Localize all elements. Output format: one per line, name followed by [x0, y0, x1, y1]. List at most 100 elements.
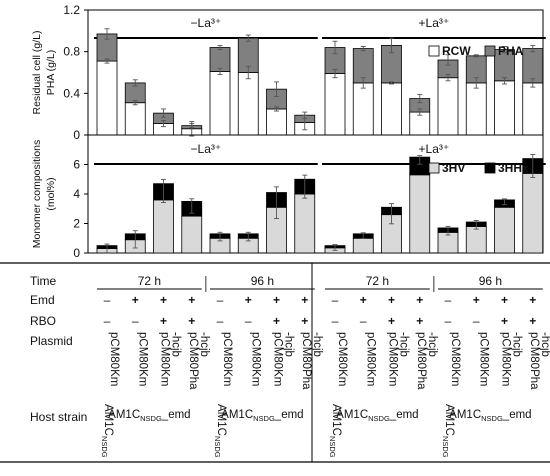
plasmid-label: pCM80Pha [300, 332, 312, 390]
plasmid-label: pCM80Km [500, 332, 512, 386]
cell-rbo-5: – [245, 314, 252, 328]
cell-rbo-6: + [273, 314, 280, 328]
host-strain-suffix: _emd [389, 409, 419, 421]
time-label: 72 h [138, 274, 161, 288]
plasmid-label: pCM80Pha [528, 332, 540, 390]
plasmid-label: pCM80Km [108, 332, 120, 386]
cell-rbo-0: – [104, 314, 111, 328]
host-strain-emd: AM1CNSDG_emd [336, 409, 418, 423]
y-tick-label: 0.4 [63, 86, 80, 100]
row-label-rbo: RBO [30, 314, 56, 328]
host-strain-sub: NSDG [100, 436, 109, 458]
group-label: +La³⁺ [419, 16, 450, 30]
host-strain-base: AM1C [330, 404, 342, 436]
plasmid-label: -hcjb [311, 332, 323, 357]
host-strain-sub: NSDG [441, 436, 450, 458]
group-label: −La³⁺ [191, 142, 222, 156]
cell-rbo-15: + [529, 314, 536, 328]
legend-label-3hhx: 3HHx [498, 161, 529, 175]
bar-3hv-15 [522, 172, 544, 254]
y-tick-label: 2 [73, 217, 80, 231]
host-strain-suffix: _emd [161, 409, 191, 421]
cell-emd-10: + [388, 293, 395, 307]
plasmid-label: -hcjb [283, 332, 295, 357]
cell-rbo-10: + [388, 314, 395, 328]
cell-emd-14: + [501, 293, 508, 307]
host-strain-suffix: _emd [274, 409, 304, 421]
legend-swatch-3hv [428, 162, 440, 174]
host-strain-sub: NSDG [368, 414, 390, 423]
host-strain-base: AM1C [443, 404, 455, 436]
cell-emd-5: + [245, 293, 252, 307]
bar-rcw-1 [124, 102, 146, 136]
cell-emd-3: + [188, 293, 195, 307]
cell-emd-6: + [273, 293, 280, 307]
plasmid-label: pCM80Km [387, 332, 399, 386]
bar-pha-4 [209, 47, 231, 72]
plasmid-label: pCM80Km [477, 332, 489, 386]
plasmid-label: -hcjb [398, 332, 410, 357]
legend-label-3hv: 3HV [442, 161, 465, 175]
host-strain-sub: NSDG [328, 436, 337, 458]
plasmid-label: pCM80Pha [415, 332, 427, 390]
host-strain-wt: AM1CNSDG [100, 404, 114, 458]
legend-swatch-rcw [428, 45, 440, 57]
cell-rbo-13: – [473, 314, 480, 328]
plasmid-label: -hcjb [539, 332, 550, 357]
cell-emd-8: – [332, 293, 339, 307]
bar-pha-15 [522, 48, 544, 84]
cell-rbo-14: + [501, 314, 508, 328]
cell-emd-13: + [473, 293, 480, 307]
bar-rcw-4 [209, 71, 231, 136]
cell-emd-4: – [217, 293, 224, 307]
legend-swatch-pha [484, 45, 496, 57]
plasmid-label: -hcjb [511, 332, 523, 357]
time-label: 96 h [479, 274, 502, 288]
host-strain-emd: AM1CNSDG_emd [108, 409, 190, 423]
host-strain-emd: AM1CNSDG_emd [221, 409, 303, 423]
bar-rcw-10 [381, 82, 402, 136]
plasmid-label: pCM80Km [159, 332, 171, 386]
legend-swatch-3hhx [484, 162, 496, 174]
bar-3hv-11 [409, 174, 431, 254]
group-label: +La³⁺ [419, 142, 450, 156]
y-axis-label: Monomer compositions [31, 140, 43, 249]
cell-emd-0: – [104, 293, 111, 307]
cell-rbo-3: + [188, 314, 195, 328]
y-axis-label: PHA (g/L) [45, 50, 57, 96]
row-label-emd: Emd [30, 293, 55, 307]
bar-rcw-0 [96, 60, 118, 136]
legend-label-rcw: RCW [442, 44, 471, 58]
row-label-plasmid: Plasmid [30, 334, 73, 348]
y-tick-label: 0.8 [63, 45, 80, 59]
cell-emd-2: + [160, 293, 167, 307]
group-label: −La³⁺ [191, 16, 222, 30]
y-axis-label: (mol%) [45, 177, 57, 210]
row-label-host-strain: Host strain [30, 410, 87, 424]
cell-emd-12: – [445, 293, 452, 307]
time-label: 96 h [251, 274, 274, 288]
plasmid-label: pCM80Km [136, 332, 148, 386]
host-strain-wt: AM1CNSDG [328, 404, 342, 458]
host-strain-base: AM1C [336, 409, 368, 421]
bar-rcw-8 [324, 73, 346, 136]
y-tick-label: 6 [73, 158, 80, 172]
cell-rbo-8: – [332, 314, 339, 328]
cell-emd-9: + [360, 293, 367, 307]
cell-rbo-11: + [416, 314, 423, 328]
host-strain-base: AM1C [102, 404, 114, 436]
plasmid-label: pCM80Km [221, 332, 233, 386]
plasmid-label: pCM80Km [364, 332, 376, 386]
legend-label-pha: PHA [498, 44, 524, 58]
plasmid-label: -hcjb [170, 332, 182, 357]
host-strain-sub: NSDG [481, 414, 503, 423]
host-strain-base: AM1C [108, 409, 140, 421]
host-strain-wt: AM1CNSDG [441, 404, 455, 458]
plasmid-label: pCM80Pha [187, 332, 199, 390]
cell-rbo-7: + [301, 314, 308, 328]
row-label-time: Time [30, 274, 57, 288]
bar-3hv-9 [352, 237, 374, 254]
y-tick-label: 4 [73, 187, 80, 201]
plasmid-label: pCM80Km [272, 332, 284, 386]
